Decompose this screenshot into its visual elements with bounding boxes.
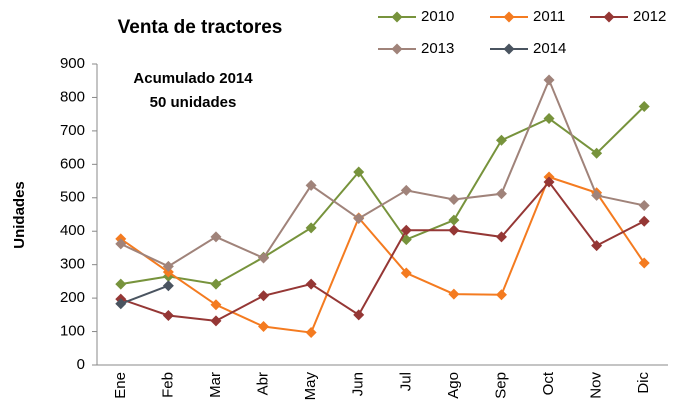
data-point xyxy=(638,100,650,112)
legend-marker xyxy=(391,43,403,55)
legend-marker xyxy=(391,11,403,23)
x-tick-label: Jul xyxy=(397,372,414,391)
series-line xyxy=(120,105,645,286)
data-point xyxy=(258,321,270,333)
data-point xyxy=(400,267,412,279)
legend-label: 2012 xyxy=(633,8,666,25)
data-point xyxy=(543,176,555,188)
y-tick-label: 400 xyxy=(60,222,85,239)
data-point xyxy=(162,260,174,272)
y-tick-label: 200 xyxy=(60,289,85,306)
data-point xyxy=(305,278,317,290)
data-point xyxy=(305,179,317,191)
x-tick-label: Nov xyxy=(588,372,605,399)
y-tick-label: 0 xyxy=(77,356,85,373)
chart-title: Venta de tractores xyxy=(118,17,283,38)
data-point xyxy=(543,74,555,86)
x-tick-label: May xyxy=(302,372,319,401)
y-tick-label: 800 xyxy=(60,88,85,105)
y-tick-label: 700 xyxy=(60,122,85,139)
x-tick-label: Ago xyxy=(445,372,462,399)
data-point xyxy=(495,134,507,146)
legend-marker xyxy=(603,11,615,23)
y-tick-label: 300 xyxy=(60,256,85,273)
data-point xyxy=(638,257,650,269)
data-point xyxy=(400,224,412,236)
x-tick-label: Jun xyxy=(350,372,367,396)
data-point xyxy=(162,280,174,292)
data-point xyxy=(115,278,127,290)
series-line xyxy=(120,284,169,305)
data-point xyxy=(495,188,507,200)
data-point xyxy=(353,166,365,178)
data-point xyxy=(353,309,365,321)
series-line xyxy=(120,175,646,334)
data-point xyxy=(162,266,174,278)
x-tick-label: Abr xyxy=(255,372,272,395)
y-tick-label: 600 xyxy=(60,155,85,172)
x-tick-label: Ene xyxy=(112,372,129,399)
legend-label: 2014 xyxy=(533,40,566,57)
legend-marker xyxy=(503,11,515,23)
data-point xyxy=(305,222,317,234)
data-point xyxy=(258,290,270,302)
data-point xyxy=(210,231,222,243)
y-tick-label: 900 xyxy=(60,55,85,72)
data-point xyxy=(162,310,174,322)
data-point xyxy=(638,215,650,227)
data-point xyxy=(258,252,270,264)
data-point xyxy=(495,289,507,301)
y-axis-label: Unidades xyxy=(11,181,28,249)
x-tick-label: Sep xyxy=(492,372,509,399)
data-point xyxy=(353,213,365,225)
data-point xyxy=(210,315,222,327)
data-point xyxy=(448,224,460,236)
x-tick-label: Dic xyxy=(635,372,652,394)
data-point xyxy=(448,288,460,300)
annotation: Acumulado 2014 xyxy=(133,70,253,87)
data-point xyxy=(448,214,460,226)
x-tick-label: Mar xyxy=(207,372,224,398)
series-line xyxy=(120,77,645,268)
y-tick-label: 100 xyxy=(60,323,85,340)
legend-label: 2011 xyxy=(533,8,565,25)
annotation: 50 unidades xyxy=(150,94,237,111)
data-point xyxy=(495,231,507,243)
data-point xyxy=(591,147,603,159)
data-point xyxy=(115,298,127,310)
data-point xyxy=(115,238,127,250)
legend-marker xyxy=(503,43,515,55)
legend-label: 2013 xyxy=(421,40,454,57)
data-point xyxy=(638,199,650,211)
data-point xyxy=(210,278,222,290)
data-point xyxy=(305,327,317,339)
data-point xyxy=(400,184,412,196)
x-tick-label: Oct xyxy=(540,371,557,395)
data-point xyxy=(543,113,555,125)
data-point xyxy=(591,189,603,201)
x-tick-label: Feb xyxy=(159,372,176,398)
data-point xyxy=(448,193,460,205)
y-tick-label: 500 xyxy=(60,189,85,206)
series-line xyxy=(120,180,645,322)
legend-label: 2010 xyxy=(421,8,454,25)
data-point xyxy=(591,240,603,252)
data-point xyxy=(210,299,222,311)
